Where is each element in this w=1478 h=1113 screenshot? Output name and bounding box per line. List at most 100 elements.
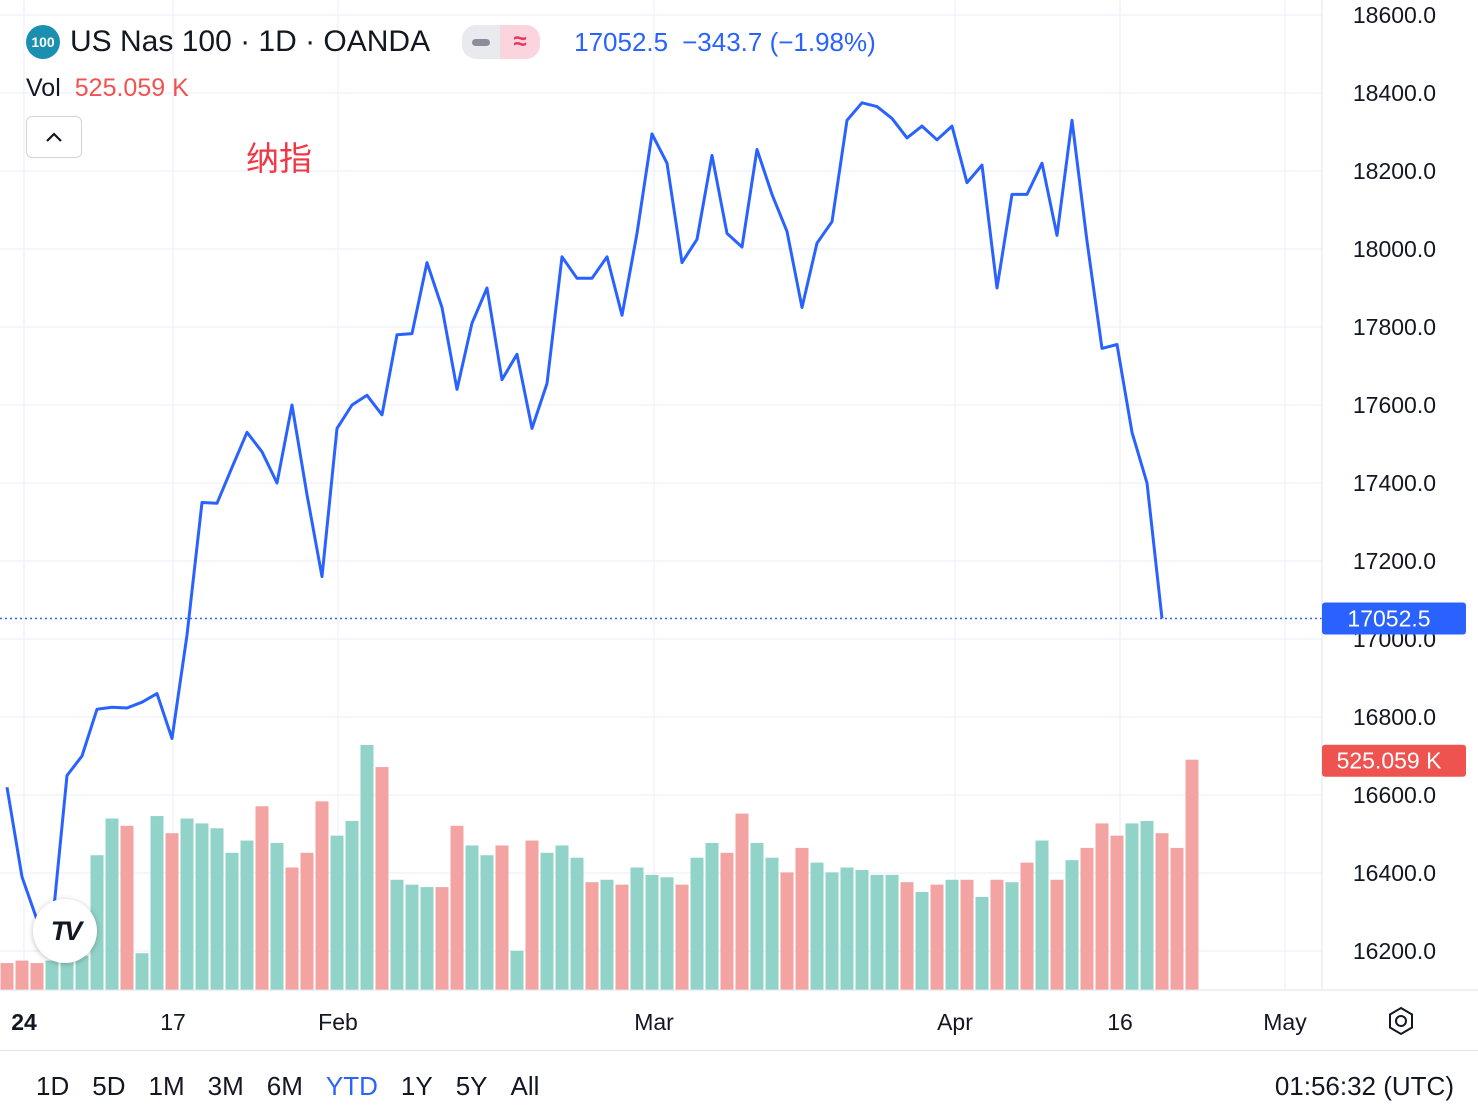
volume-bar <box>705 843 719 990</box>
x-tick-label: 17 <box>160 1009 186 1035</box>
x-tick-label: 16 <box>1107 1009 1133 1035</box>
tradingview-logo-icon[interactable]: TV <box>33 899 97 963</box>
y-tick-label: 16600.0 <box>1353 782 1436 808</box>
collapse-legend-button[interactable] <box>26 116 82 158</box>
volume-bar <box>1005 882 1019 990</box>
volume-bar <box>1170 847 1184 990</box>
price-axis[interactable]: 16200.016400.016600.016800.017000.017200… <box>1353 2 1436 964</box>
volume-legend: Vol 525.059 K <box>26 74 189 103</box>
volume-bar <box>1140 820 1154 990</box>
volume-bar <box>1080 847 1094 990</box>
timeframe-1d[interactable]: 1D <box>36 1071 70 1101</box>
x-tick-label: Apr <box>937 1009 973 1035</box>
volume-bar <box>945 879 959 990</box>
volume-bar <box>240 840 254 990</box>
volume-bar <box>390 879 404 990</box>
y-tick-label: 16400.0 <box>1353 860 1436 886</box>
x-tick-label: Mar <box>634 1009 674 1035</box>
volume-bar <box>1035 840 1049 990</box>
settings-button[interactable] <box>1382 1002 1420 1040</box>
volume-bar <box>120 825 134 990</box>
volume-bar <box>1065 860 1079 990</box>
timeframe-5d[interactable]: 5D <box>92 1071 126 1101</box>
y-tick-label: 18000.0 <box>1353 236 1436 262</box>
volume-bar <box>825 872 839 990</box>
volume-bar <box>690 857 704 990</box>
symbol-title[interactable]: US Nas 100 · 1D · OANDA <box>70 25 431 58</box>
last-volume-label: 525.059 K <box>1322 744 1466 777</box>
volume-bar <box>315 801 329 990</box>
volume-bar <box>570 857 584 990</box>
y-tick-label: 18400.0 <box>1353 80 1436 106</box>
volume-bar <box>510 950 524 990</box>
timeframe-5y[interactable]: 5Y <box>455 1071 488 1101</box>
volume-bar <box>60 958 74 990</box>
volume-bar <box>1050 879 1064 990</box>
y-tick-label: 17400.0 <box>1353 470 1436 496</box>
y-tick-label: 17600.0 <box>1353 392 1436 418</box>
last-price: 17052.5 <box>574 26 669 57</box>
utc-clock[interactable]: 01:56:32 (UTC) <box>1274 1071 1454 1101</box>
volume-bar <box>150 816 164 990</box>
volume-bar <box>1125 823 1139 990</box>
volume-bar <box>255 806 269 990</box>
y-tick-label: 17200.0 <box>1353 548 1436 574</box>
minus-icon[interactable] <box>462 25 501 59</box>
volume-bar <box>810 862 824 990</box>
grid <box>0 0 1322 990</box>
timeframe-ytd[interactable]: YTD <box>325 1071 378 1101</box>
svg-text:525.059 K: 525.059 K <box>1337 748 1443 774</box>
volume-bar <box>30 963 44 990</box>
volume-bar <box>630 867 644 990</box>
volume-bar <box>975 896 989 990</box>
y-tick-label: 16200.0 <box>1353 938 1436 964</box>
footer-bar: 1D 5D 1M 3M 6M YTD 1Y 5Y All 01:56:32 (UTC) <box>0 1050 1478 1113</box>
volume-bar <box>870 874 884 990</box>
timeframe-6m[interactable]: 6M <box>266 1071 303 1101</box>
compare-icon[interactable]: ≈ <box>500 25 541 59</box>
y-tick-label: 18600.0 <box>1353 2 1436 28</box>
volume-bar <box>405 884 419 990</box>
volume-bar <box>180 818 194 990</box>
volume-bar <box>15 960 29 990</box>
volume-bar <box>420 887 434 990</box>
volume-bar <box>600 879 614 990</box>
volume-bar <box>1095 823 1109 990</box>
volume-bar <box>435 887 449 990</box>
last-price-label: 17052.5 <box>1322 602 1466 635</box>
volume-label: Vol <box>26 74 61 102</box>
symbol-badge-icon: 100 <box>26 25 60 59</box>
volume-bar <box>540 852 554 990</box>
volume-bars <box>0 745 1199 990</box>
timeframe-all[interactable]: All <box>510 1071 540 1101</box>
volume-bar <box>645 874 659 990</box>
volume-bar <box>360 745 374 990</box>
chart-mode-pill[interactable]: ≈ <box>462 25 541 59</box>
gear-icon <box>1389 1006 1413 1036</box>
volume-bar <box>195 823 209 990</box>
volume-bar <box>225 852 239 990</box>
y-tick-label: 17800.0 <box>1353 314 1436 340</box>
volume-bar <box>75 955 89 990</box>
volume-bar <box>285 867 299 990</box>
volume-bar <box>1110 835 1124 990</box>
svg-text:17052.5: 17052.5 <box>1347 606 1430 632</box>
timeframe-1m[interactable]: 1M <box>148 1071 185 1101</box>
volume-bar <box>1155 833 1169 990</box>
timeframe-1y[interactable]: 1Y <box>400 1071 433 1101</box>
volume-bar <box>900 882 914 990</box>
price-series-line <box>5 101 1164 930</box>
volume-bar <box>135 953 149 990</box>
volume-bar <box>855 869 869 990</box>
volume-bar <box>720 852 734 990</box>
volume-bar <box>915 892 929 990</box>
volume-bar <box>0 963 14 990</box>
chart-header: 100 US Nas 100 · 1D · OANDA ≈ 17052.5 −34… <box>26 22 876 62</box>
timeframe-3m[interactable]: 3M <box>207 1071 244 1101</box>
volume-bar <box>930 884 944 990</box>
volume-bar <box>840 867 854 990</box>
time-axis[interactable]: 24 17 Feb Mar Apr 16 May <box>11 1009 1307 1035</box>
volume-bar <box>495 845 509 990</box>
volume-bar <box>675 884 689 990</box>
